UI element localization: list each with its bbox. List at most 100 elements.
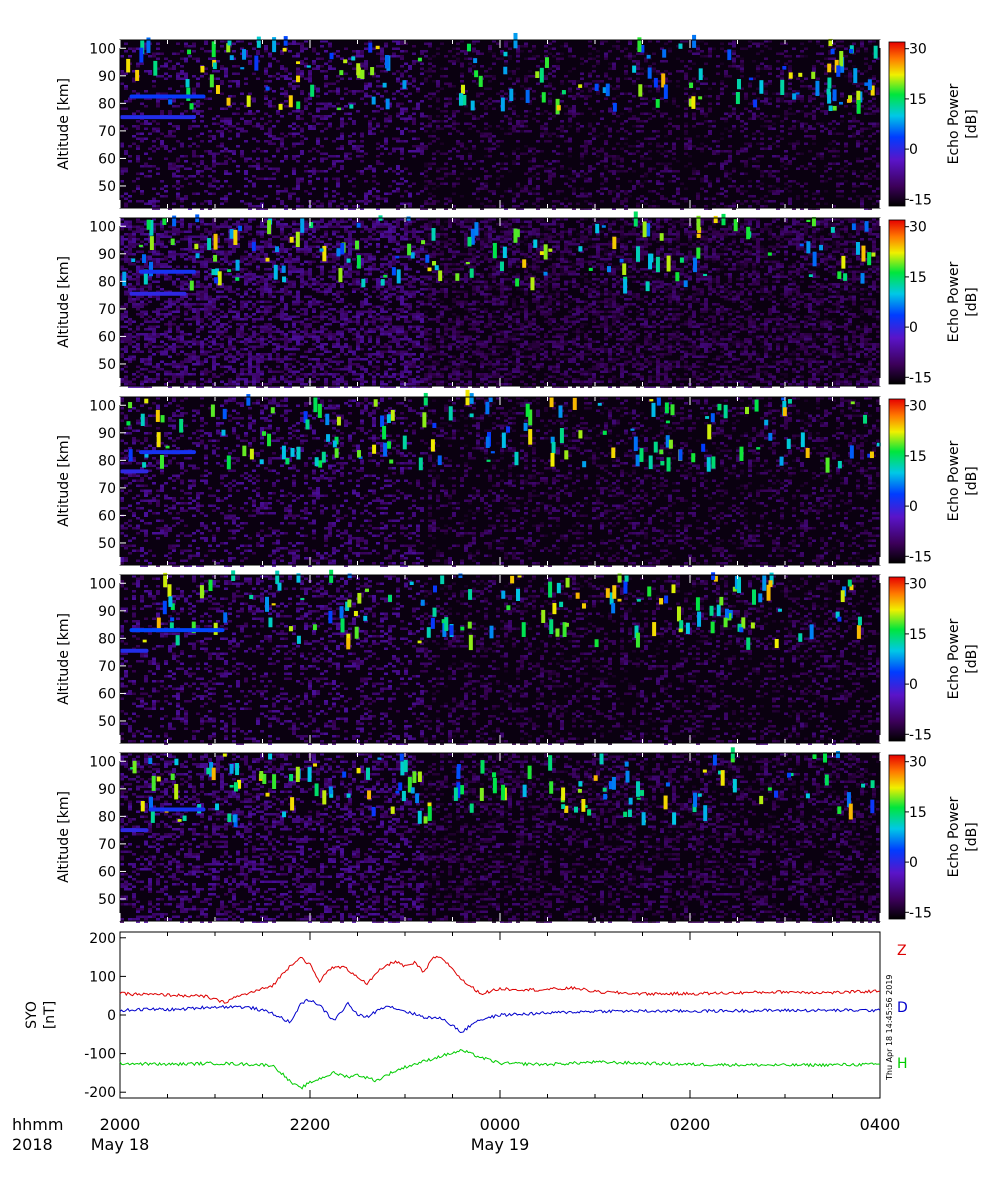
heatmap-cell bbox=[852, 97, 856, 100]
heatmap-cell bbox=[468, 140, 472, 143]
heatmap-cell bbox=[160, 220, 164, 223]
heatmap-cell bbox=[412, 45, 416, 48]
heatmap-cell bbox=[244, 383, 248, 386]
heatmap-cell bbox=[640, 120, 644, 123]
heatmap-cell bbox=[692, 77, 696, 80]
heatmap-cell bbox=[584, 82, 588, 85]
heatmap-cell bbox=[212, 305, 216, 308]
heatmap-cell bbox=[424, 50, 428, 53]
heatmap-cell bbox=[280, 92, 284, 95]
heatmap-cell bbox=[608, 130, 612, 133]
heatmap-cell bbox=[644, 57, 648, 60]
heatmap-cell bbox=[336, 102, 340, 105]
heatmap-cell bbox=[392, 190, 396, 193]
heatmap-cell bbox=[388, 152, 392, 155]
heatmap-cell bbox=[444, 120, 448, 123]
heatmap-cell bbox=[372, 90, 376, 93]
heatmap-cell bbox=[156, 263, 160, 266]
heatmap-cell bbox=[244, 373, 248, 376]
heatmap-cell bbox=[144, 345, 148, 348]
heatmap-cell bbox=[144, 238, 148, 241]
heatmap-cell bbox=[152, 120, 156, 123]
heatmap-cell bbox=[708, 132, 712, 135]
heatmap-cell bbox=[184, 303, 188, 306]
heatmap-cell bbox=[276, 42, 280, 45]
heatmap-cell bbox=[768, 40, 772, 43]
echo-spot bbox=[385, 98, 390, 110]
heatmap-cell bbox=[188, 235, 192, 238]
heatmap-cell bbox=[192, 102, 196, 105]
echo-spot bbox=[226, 43, 231, 53]
heatmap-cell bbox=[132, 135, 136, 138]
heatmap-cell bbox=[288, 270, 292, 273]
heatmap-cell bbox=[600, 175, 604, 178]
heatmap-cell bbox=[340, 165, 344, 168]
heatmap-cell bbox=[308, 72, 312, 75]
heatmap-cell bbox=[524, 190, 528, 193]
heatmap-cell bbox=[152, 318, 156, 321]
heatmap-cell bbox=[484, 185, 488, 188]
heatmap-cell bbox=[224, 238, 228, 241]
heatmap-cell bbox=[704, 207, 708, 210]
heatmap-cell bbox=[656, 150, 660, 153]
heatmap-cell bbox=[180, 338, 184, 341]
heatmap-cell bbox=[284, 157, 288, 160]
heatmap-cell bbox=[452, 207, 456, 210]
heatmap-cell bbox=[572, 55, 576, 58]
heatmap-cell bbox=[228, 240, 232, 243]
heatmap-cell bbox=[588, 45, 592, 48]
heatmap-cell bbox=[824, 82, 828, 85]
heatmap-cell bbox=[208, 355, 212, 358]
heatmap-cell bbox=[232, 65, 236, 68]
heatmap-cell bbox=[136, 65, 140, 68]
heatmap-cell bbox=[268, 260, 272, 263]
heatmap-cell bbox=[128, 100, 132, 103]
heatmap-cell bbox=[384, 140, 388, 143]
heatmap-cell bbox=[352, 50, 356, 53]
heatmap-cell bbox=[520, 187, 524, 190]
heatmap-cell bbox=[160, 233, 164, 236]
heatmap-cell bbox=[536, 185, 540, 188]
heatmap-cell bbox=[124, 245, 128, 248]
heatmap-cell bbox=[204, 373, 208, 376]
heatmap-cell bbox=[252, 340, 256, 343]
heatmap-cell bbox=[400, 117, 404, 120]
heatmap-cell bbox=[872, 40, 876, 43]
heatmap-cell bbox=[860, 200, 864, 203]
heatmap-cell bbox=[372, 110, 376, 113]
heatmap-cell bbox=[180, 142, 184, 145]
heatmap-cell bbox=[432, 187, 436, 190]
heatmap-cell bbox=[268, 127, 272, 130]
heatmap-cell bbox=[488, 67, 492, 70]
heatmap-cell bbox=[760, 182, 764, 185]
heatmap-cell bbox=[508, 122, 512, 125]
heatmap-cell bbox=[176, 105, 180, 108]
y-tick-label: 60 bbox=[98, 151, 116, 167]
heatmap-cell bbox=[180, 370, 184, 373]
heatmap-cell bbox=[852, 52, 856, 55]
heatmap-cell bbox=[176, 265, 180, 268]
heatmap-cell bbox=[352, 122, 356, 125]
heatmap-cell bbox=[224, 385, 228, 388]
heatmap-cell bbox=[256, 358, 260, 361]
heatmap-cell bbox=[580, 145, 584, 148]
heatmap-cell bbox=[220, 250, 224, 253]
heatmap-cell bbox=[424, 147, 428, 150]
heatmap-cell bbox=[860, 87, 864, 90]
heatmap-cell bbox=[236, 315, 240, 318]
heatmap-cell bbox=[152, 165, 156, 168]
heatmap-cell bbox=[364, 47, 368, 50]
heatmap-cell bbox=[840, 132, 844, 135]
heatmap-cell bbox=[248, 165, 252, 168]
heatmap-cell bbox=[248, 220, 252, 223]
heatmap-cell bbox=[136, 127, 140, 130]
heatmap-cell bbox=[704, 205, 708, 208]
heatmap-cell bbox=[360, 132, 364, 135]
heatmap-cell bbox=[856, 85, 860, 88]
heatmap-cell bbox=[580, 62, 584, 65]
heatmap-cell bbox=[540, 112, 544, 115]
heatmap-cell bbox=[380, 152, 384, 155]
heatmap-cell bbox=[188, 360, 192, 363]
heatmap-cell bbox=[672, 170, 676, 173]
heatmap-cell bbox=[288, 283, 292, 286]
